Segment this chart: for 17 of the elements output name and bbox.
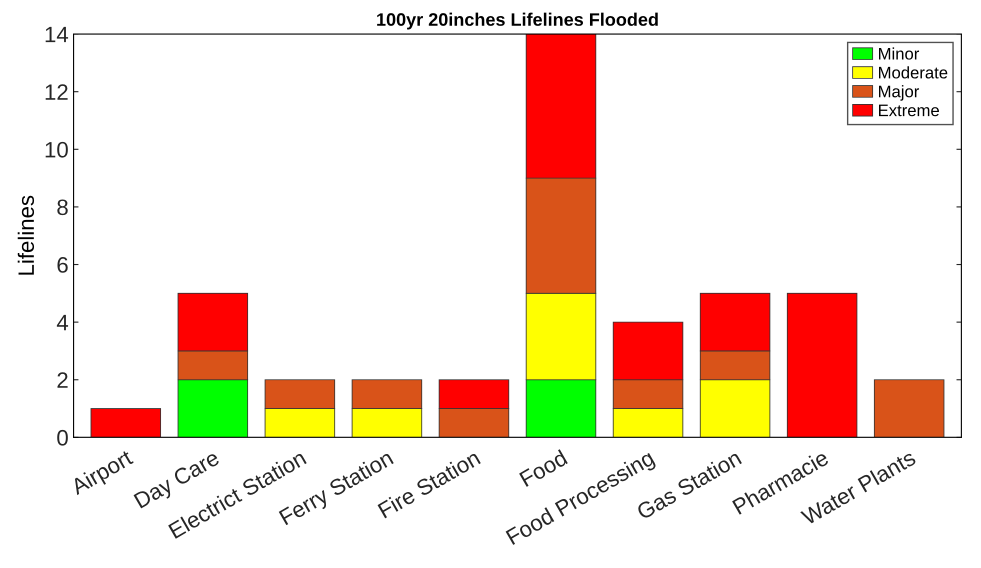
legend-label: Major — [879, 85, 920, 101]
y-tick-label: 14 — [46, 26, 68, 42]
y-tick-label: 0 — [57, 430, 68, 446]
y-tick-label: 10 — [46, 142, 68, 158]
y-tick-label: 6 — [57, 257, 68, 273]
y-tick-label: 8 — [57, 199, 68, 216]
legend-label: Extreme — [879, 104, 939, 116]
chart-title: 100yr 20inches Lifelines Flooded — [377, 12, 658, 30]
y-tick-label: 12 — [46, 84, 68, 100]
y-tick-label: 2 — [57, 372, 68, 388]
y-axis-title: Lifelines — [18, 196, 34, 275]
bar — [786, 292, 858, 438]
legend-label: Moderate — [879, 66, 948, 79]
bar — [874, 379, 944, 438]
y-tick-label: 4 — [56, 314, 68, 330]
bar — [90, 408, 162, 438]
legend-label: Minor — [879, 47, 920, 60]
